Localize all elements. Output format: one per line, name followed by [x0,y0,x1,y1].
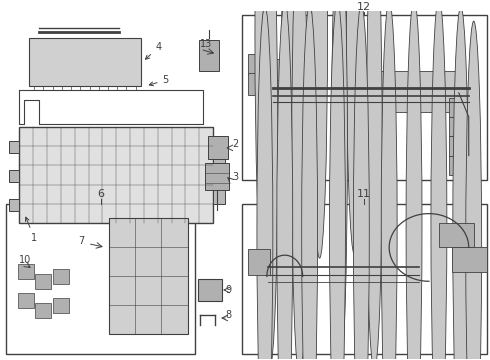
Ellipse shape [292,0,308,360]
Ellipse shape [302,5,318,360]
Bar [35,302,51,318]
Bar [335,71,354,112]
Bar [29,38,141,86]
Bar [248,54,272,75]
Bar [449,136,473,156]
Ellipse shape [466,21,482,360]
Ellipse shape [312,0,327,258]
Ellipse shape [431,0,447,360]
Ellipse shape [277,2,293,360]
Bar [242,15,487,180]
Bar [9,141,19,153]
Bar [365,71,384,112]
Ellipse shape [381,1,397,360]
Bar [205,163,229,190]
Bar [305,71,324,112]
Bar [394,71,414,112]
Text: 7: 7 [78,236,84,246]
Bar [18,293,34,309]
Bar [444,71,464,112]
Text: 13: 13 [200,40,213,49]
Bar [6,204,196,354]
Text: 2: 2 [232,139,238,149]
Text: 8: 8 [225,310,231,320]
Bar [439,223,474,247]
Ellipse shape [329,2,345,360]
Ellipse shape [353,5,369,360]
Bar [208,136,228,159]
Bar [449,156,479,175]
Ellipse shape [406,0,422,360]
Bar [53,298,69,313]
Text: 12: 12 [357,1,371,12]
Ellipse shape [255,0,271,261]
Bar [18,264,34,279]
Text: 9: 9 [225,285,231,295]
Text: 11: 11 [357,189,371,199]
Bar [213,146,225,170]
Bar [213,185,225,204]
Ellipse shape [332,0,347,360]
Bar [9,199,19,211]
Bar [449,117,473,136]
Bar [242,204,487,354]
Bar [53,269,69,284]
Bar [19,127,213,223]
Bar [275,71,294,112]
Bar [248,249,270,275]
Bar [198,279,222,301]
Ellipse shape [453,6,469,360]
Ellipse shape [282,0,298,251]
Ellipse shape [346,0,362,254]
Text: 10: 10 [19,255,31,265]
Ellipse shape [367,0,382,360]
Text: 6: 6 [98,189,104,199]
Bar [452,247,487,271]
Text: 5: 5 [149,75,169,86]
Text: 3: 3 [232,172,238,182]
Bar [109,219,188,334]
Bar [199,40,219,71]
Bar [35,274,51,289]
Bar [419,71,439,112]
Text: 1: 1 [25,217,37,243]
Bar [9,170,19,182]
Ellipse shape [262,0,278,360]
Text: 4: 4 [146,42,162,59]
Bar [248,73,272,95]
Ellipse shape [257,6,273,360]
Bar [449,98,473,117]
Bar [263,59,287,80]
